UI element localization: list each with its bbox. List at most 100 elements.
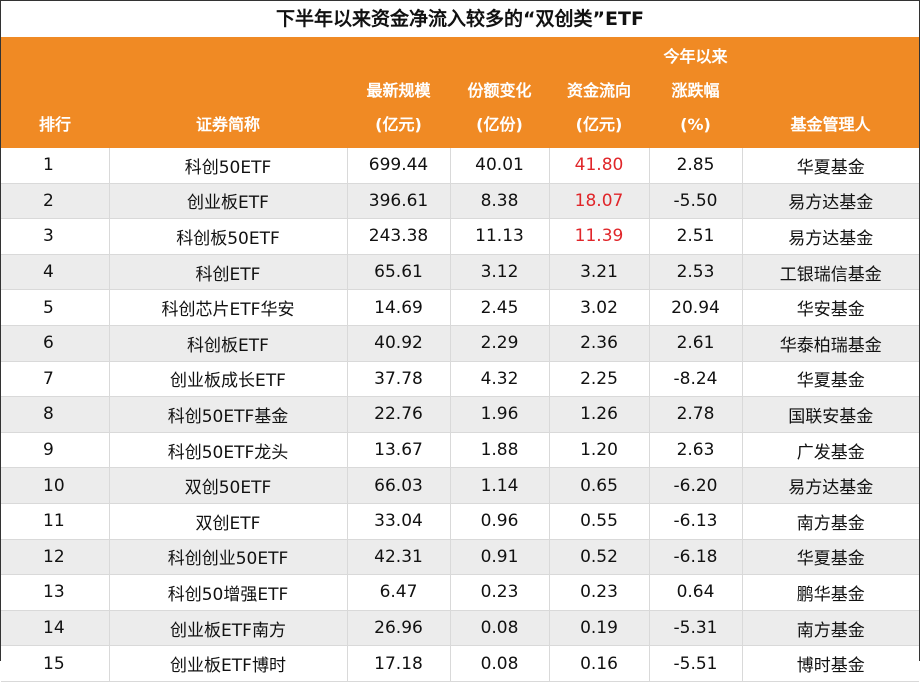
table-row: 8 科创50ETF基金 22.76 1.96 1.26 2.78 国联安基金 xyxy=(1,396,919,433)
cell-rank: 12 xyxy=(1,539,110,576)
cell-flow: 2.25 xyxy=(549,361,650,398)
cell-ytd: 2.78 xyxy=(649,396,743,433)
table-row: 2 创业板ETF 396.61 8.38 18.07 -5.50 易方达基金 xyxy=(1,183,919,220)
cell-flow: 1.20 xyxy=(549,432,650,469)
table-row: 1 科创50ETF 699.44 40.01 41.80 2.85 华夏基金 xyxy=(1,148,919,184)
table-row: 12 科创创业50ETF 42.31 0.91 0.52 -6.18 华夏基金 xyxy=(1,539,919,576)
cell-rank: 4 xyxy=(1,254,110,291)
cell-scale: 13.67 xyxy=(347,432,451,469)
cell-scale: 699.44 xyxy=(347,148,451,184)
cell-scale: 396.61 xyxy=(347,183,451,220)
cell-scale: 40.92 xyxy=(347,325,451,362)
table-row: 13 科创50增强ETF 6.47 0.23 0.23 0.64 鹏华基金 xyxy=(1,574,919,611)
header-line: 今年以来 xyxy=(663,47,728,66)
header-line: (亿元) xyxy=(375,115,422,134)
cell-share-change: 1.14 xyxy=(450,467,550,504)
cell-name: 双创50ETF xyxy=(109,467,348,504)
cell-scale: 66.03 xyxy=(347,467,451,504)
cell-ytd: 2.61 xyxy=(649,325,743,362)
cell-share-change: 0.08 xyxy=(450,645,550,682)
cell-rank: 2 xyxy=(1,183,110,220)
cell-share-change: 1.88 xyxy=(450,432,550,469)
cell-share-change: 8.38 xyxy=(450,183,550,220)
cell-scale: 33.04 xyxy=(347,503,451,540)
cell-manager: 工银瑞信基金 xyxy=(742,254,919,291)
header-line: 排行 xyxy=(38,115,71,134)
cell-flow: 11.39 xyxy=(549,218,650,255)
cell-share-change: 0.23 xyxy=(450,574,550,611)
table-row: 15 创业板ETF博时 17.18 0.08 0.16 -5.51 博时基金 xyxy=(1,645,919,682)
cell-manager: 华夏基金 xyxy=(742,539,919,576)
cell-share-change: 0.96 xyxy=(450,503,550,540)
cell-manager: 国联安基金 xyxy=(742,396,919,433)
cell-flow: 3.02 xyxy=(549,289,650,326)
cell-ytd: 2.85 xyxy=(649,148,743,184)
cell-share-change: 2.29 xyxy=(450,325,550,362)
cell-rank: 14 xyxy=(1,610,110,647)
cell-flow: 1.26 xyxy=(549,396,650,433)
etf-table: 排行 证券简称 最新规模 (亿元) 份额变化 (亿份) 资金流向 (亿元) 今年以来 涨跌幅 (%)… xyxy=(1,37,919,682)
cell-share-change: 11.13 xyxy=(450,218,550,255)
cell-ytd: -6.20 xyxy=(649,467,743,504)
cell-ytd: -6.13 xyxy=(649,503,743,540)
cell-name: 创业板成长ETF xyxy=(109,361,348,398)
cell-manager: 华安基金 xyxy=(742,289,919,326)
header-line: 份额变化 xyxy=(467,81,532,100)
cell-scale: 17.18 xyxy=(347,645,451,682)
cell-scale: 37.78 xyxy=(347,361,451,398)
cell-manager: 易方达基金 xyxy=(742,218,919,255)
cell-name: 科创创业50ETF xyxy=(109,539,348,576)
cell-manager: 鹏华基金 xyxy=(742,574,919,611)
cell-ytd: -5.51 xyxy=(649,645,743,682)
header-line: 涨跌幅 xyxy=(671,81,720,100)
cell-ytd: -8.24 xyxy=(649,361,743,398)
cell-name: 科创板ETF xyxy=(109,325,348,362)
header-share-change: 份额变化 (亿份) xyxy=(450,37,549,148)
header-manager: 基金管理人 xyxy=(742,37,919,148)
cell-manager: 南方基金 xyxy=(742,610,919,647)
cell-rank: 13 xyxy=(1,574,110,611)
cell-scale: 65.61 xyxy=(347,254,451,291)
cell-manager: 博时基金 xyxy=(742,645,919,682)
cell-scale: 6.47 xyxy=(347,574,451,611)
header-rank: 排行 xyxy=(1,37,109,148)
cell-name: 创业板ETF博时 xyxy=(109,645,348,682)
cell-flow: 0.52 xyxy=(549,539,650,576)
cell-rank: 10 xyxy=(1,467,110,504)
table-row: 11 双创ETF 33.04 0.96 0.55 -6.13 南方基金 xyxy=(1,503,919,540)
cell-scale: 22.76 xyxy=(347,396,451,433)
cell-scale: 14.69 xyxy=(347,289,451,326)
table-row: 10 双创50ETF 66.03 1.14 0.65 -6.20 易方达基金 xyxy=(1,467,919,504)
cell-rank: 6 xyxy=(1,325,110,362)
cell-share-change: 1.96 xyxy=(450,396,550,433)
cell-manager: 广发基金 xyxy=(742,432,919,469)
cell-manager: 华夏基金 xyxy=(742,148,919,184)
cell-manager: 华夏基金 xyxy=(742,361,919,398)
cell-manager: 南方基金 xyxy=(742,503,919,540)
cell-rank: 8 xyxy=(1,396,110,433)
table-row: 9 科创50ETF龙头 13.67 1.88 1.20 2.63 广发基金 xyxy=(1,432,919,469)
cell-rank: 5 xyxy=(1,289,110,326)
header-scale: 最新规模 (亿元) xyxy=(347,37,450,148)
cell-flow: 41.80 xyxy=(549,148,650,184)
cell-share-change: 0.08 xyxy=(450,610,550,647)
cell-name: 科创50ETF xyxy=(109,148,348,184)
table-row: 5 科创芯片ETF华安 14.69 2.45 3.02 20.94 华安基金 xyxy=(1,289,919,326)
cell-name: 双创ETF xyxy=(109,503,348,540)
cell-share-change: 3.12 xyxy=(450,254,550,291)
cell-rank: 3 xyxy=(1,218,110,255)
table-row: 4 科创ETF 65.61 3.12 3.21 2.53 工银瑞信基金 xyxy=(1,254,919,291)
cell-ytd: -5.31 xyxy=(649,610,743,647)
cell-share-change: 4.32 xyxy=(450,361,550,398)
header-ytd: 今年以来涨跌幅 (%) xyxy=(649,37,742,148)
header-line: 最新规模 xyxy=(366,81,431,100)
cell-flow: 0.23 xyxy=(549,574,650,611)
cell-manager: 易方达基金 xyxy=(742,467,919,504)
header-line: (%) xyxy=(680,115,711,134)
cell-rank: 15 xyxy=(1,645,110,682)
table-row: 7 创业板成长ETF 37.78 4.32 2.25 -8.24 华夏基金 xyxy=(1,361,919,398)
header-line: 基金管理人 xyxy=(790,115,871,134)
header-row: 排行 证券简称 最新规模 (亿元) 份额变化 (亿份) 资金流向 (亿元) 今年以来 涨跌幅 (%)… xyxy=(1,37,919,148)
header-line: 证券简称 xyxy=(195,115,260,134)
